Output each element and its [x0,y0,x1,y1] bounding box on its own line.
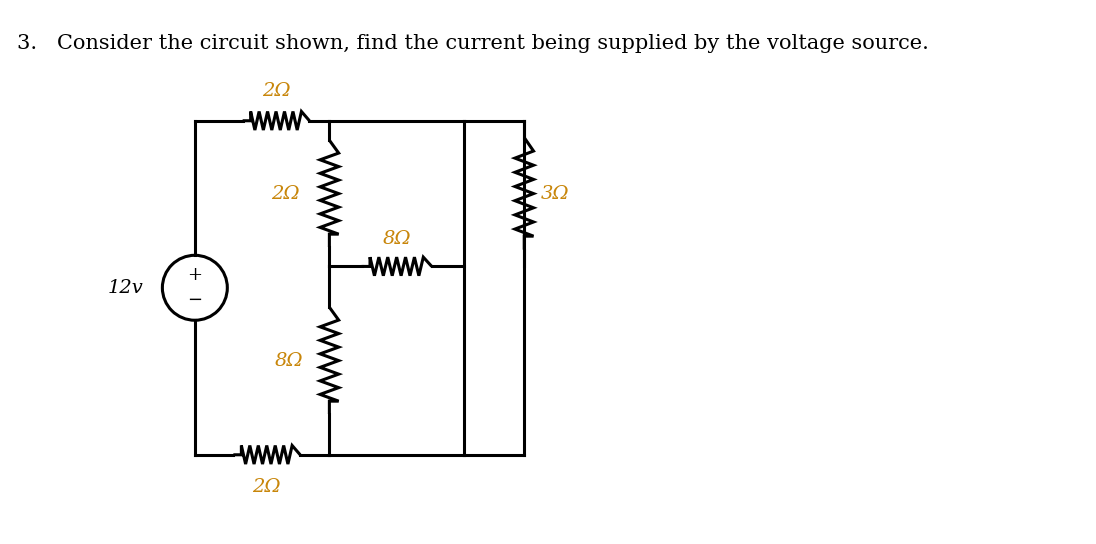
Text: 2Ω: 2Ω [271,184,299,202]
Text: 8Ω: 8Ω [275,351,304,369]
Text: +: + [187,267,203,285]
Text: 12v: 12v [109,279,144,297]
Text: 8Ω: 8Ω [383,230,411,248]
Text: 2Ω: 2Ω [262,82,290,100]
Text: 3.   Consider the circuit shown, find the current being supplied by the voltage : 3. Consider the circuit shown, find the … [16,34,928,53]
Text: −: − [187,291,203,309]
Text: 3Ω: 3Ω [541,184,570,202]
Text: 2Ω: 2Ω [252,478,281,496]
